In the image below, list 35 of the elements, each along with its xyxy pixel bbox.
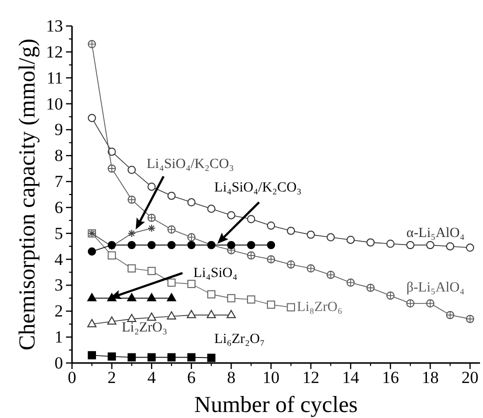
x-tick-label: 14 — [342, 368, 360, 387]
y-tick-label: 9 — [54, 120, 63, 140]
series-label: Li₂ZrO₃ — [122, 320, 168, 336]
y-tick-label: 7 — [54, 172, 64, 192]
series-label: Li₆Zr₂O₇ — [214, 332, 265, 348]
y-tick-label: 13 — [46, 16, 63, 36]
x-tick-label: 12 — [302, 368, 320, 387]
x-tick-label: 16 — [382, 368, 399, 387]
x-tick-label: 2 — [108, 368, 116, 387]
y-tick-label: 0 — [54, 354, 63, 372]
series-label: α-Li₅AlO₄ — [406, 226, 465, 241]
y-axis-title: Chemisorption capacity (mmol/g) — [14, 38, 40, 350]
y-tick-label: 6 — [54, 198, 63, 217]
x-tick-label: 8 — [226, 368, 236, 387]
y-tick-label: 11 — [46, 68, 63, 88]
x-tick-label: 0 — [68, 368, 76, 387]
x-tick-label: 20 — [462, 368, 479, 387]
y-tick-label: 10 — [46, 94, 63, 114]
series-label: β-Li₅AlO₄ — [406, 280, 465, 296]
y-tick-label: 12 — [46, 42, 63, 62]
x-axis-title: Number of cycles — [194, 392, 358, 417]
text: Li₄SiO₄/K₂CO₃ — [146, 157, 234, 172]
y-tick-label: 3 — [54, 276, 63, 295]
y-tick-label: 4 — [54, 250, 64, 269]
x-tick-label: 6 — [187, 368, 196, 387]
x-tick-label: 4 — [147, 368, 156, 387]
x-tick-label: 10 — [262, 368, 280, 387]
y-tick-label: 8 — [54, 146, 63, 166]
y-tick-label: 2 — [54, 302, 63, 321]
y-tick-label: 1 — [54, 328, 63, 347]
series-label: Li₈ZrO₆ — [296, 300, 343, 315]
x-tick-label: 18 — [422, 368, 439, 387]
series-label: Li₄SiO₄ — [193, 266, 238, 282]
y-tick-label: 5 — [54, 224, 63, 243]
text: Li₄SiO₄/K₂CO₃ — [214, 180, 302, 196]
